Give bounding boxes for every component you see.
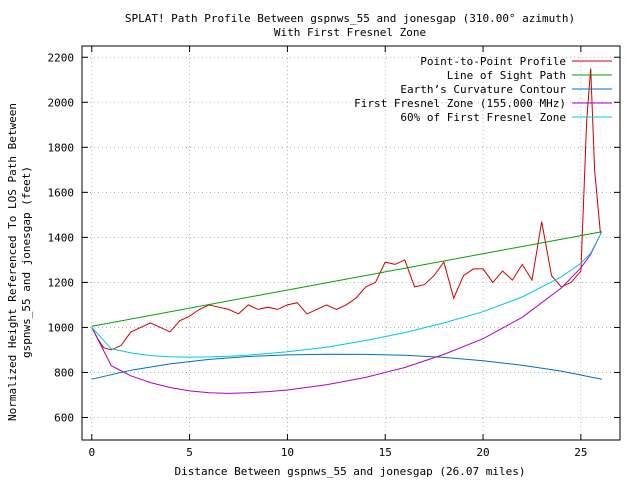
y-tick-label: 1400 — [48, 231, 75, 244]
legend-label: First Fresnel Zone (155.000 MHz) — [354, 97, 566, 110]
x-tick-label: 25 — [574, 446, 587, 459]
y-tick-label: 1600 — [48, 186, 75, 199]
x-tick-label: 20 — [476, 446, 489, 459]
x-axis-ticks: 0 5 10 15 20 25 — [88, 46, 587, 459]
x-tick-label: 10 — [281, 446, 294, 459]
x-tick-label: 5 — [186, 446, 193, 459]
legend-label: Point-to-Point Profile — [420, 55, 566, 68]
y-axis-ticks: 600 800 1000 1200 1400 1600 1800 2000 2200 — [48, 51, 620, 424]
x-tick-label: 0 — [88, 446, 95, 459]
y-tick-label: 1200 — [48, 276, 75, 289]
y-tick-label: 1000 — [48, 321, 75, 334]
series-line-2 — [91, 231, 602, 327]
series-line-1 — [91, 68, 601, 351]
plot-frame — [81, 45, 621, 441]
legend-label: Earth’s Curvature Contour — [400, 83, 566, 96]
series-line-5 — [91, 231, 603, 358]
series-lines — [91, 68, 603, 394]
y-tick-label: 800 — [54, 366, 74, 379]
y-axis-label-line2: gspnws_55 and jonesgap (feet) — [20, 166, 33, 358]
y-tick-label: 1800 — [48, 141, 75, 154]
grid-lines — [82, 46, 620, 440]
x-axis-label: Distance Between gspnws_55 and jonesgap … — [175, 465, 526, 478]
chart-title-line1: SPLAT! Path Profile Between gspnws_55 an… — [125, 12, 575, 25]
y-tick-label: 2000 — [48, 96, 75, 109]
legend-label: 60% of First Fresnel Zone — [400, 111, 566, 124]
series-line-4 — [91, 231, 603, 394]
y-axis-label-line1: Normalized Height Referenced To LOS Path… — [6, 103, 19, 421]
chart-title-line2: With First Fresnel Zone — [274, 26, 426, 39]
series-line-3 — [91, 353, 602, 380]
y-tick-label: 600 — [54, 411, 74, 424]
x-tick-label: 15 — [379, 446, 392, 459]
legend-label: Line of Sight Path — [447, 69, 566, 82]
y-tick-label: 2200 — [48, 51, 75, 64]
